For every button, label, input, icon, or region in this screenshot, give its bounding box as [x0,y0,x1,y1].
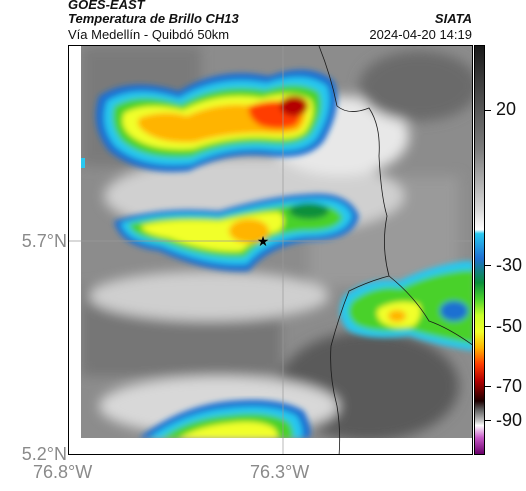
boundary-line-east [388,275,472,346]
star-marker: ★ [257,233,270,249]
colorbar-tick [485,386,491,387]
storm-cell-center [114,193,359,272]
colorbar-label-m70: -70 [496,376,523,396]
satellite-title: GOES-EAST [68,0,145,12]
colorbar-label-m90: -90 [496,410,523,430]
colorbar-tick [485,420,491,421]
colorbar-tick [485,110,491,111]
lon-label-76-8: 76.8°W [33,462,93,482]
lat-label-5-7: 5.7°N [21,231,67,251]
datetime-label: 2024-04-20 14:19 [369,27,472,42]
colorbar-label-m30: -30 [496,255,523,275]
colorbar-label-m50: -50 [496,316,523,336]
map-canvas: ★ [69,46,472,454]
header: GOES-EAST Temperatura de Brillo CH13 SIA… [68,0,472,44]
lon-label-76-3: 76.3°W [250,462,310,482]
colorbar-label-20: 20 [496,99,517,119]
satellite-map: ★ [68,45,473,455]
storm-cell-east [340,261,472,351]
boundary-line [318,46,390,454]
lat-label-5-2: 5.2°N [21,444,67,464]
region-label: Vía Medellín - Quibdó 50km [68,27,230,42]
source-label: SIATA [434,11,472,26]
product-title: Temperatura de Brillo CH13 [68,11,239,26]
colorbar-tick [485,326,491,327]
storm-cell-north [95,69,338,172]
storm-cell-south [139,399,311,438]
colorbar [474,45,485,455]
colorbar-tick [485,265,491,266]
